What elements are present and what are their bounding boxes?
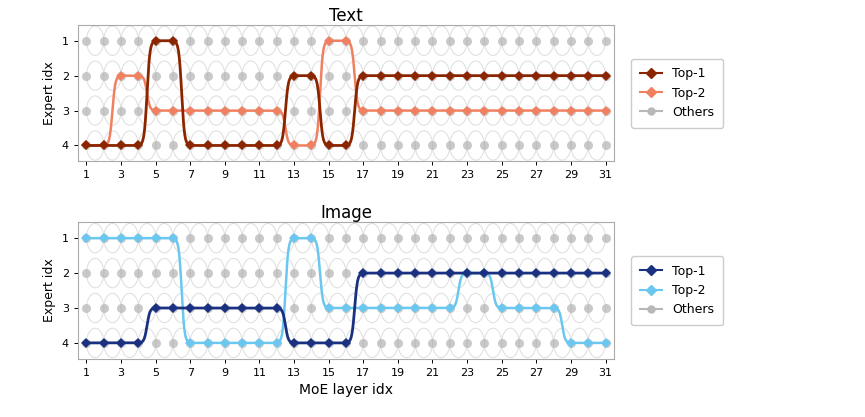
Y-axis label: Expert idx: Expert idx — [43, 259, 56, 322]
Y-axis label: Expert idx: Expert idx — [43, 61, 56, 125]
X-axis label: MoE layer idx: MoE layer idx — [299, 383, 393, 397]
Title: Image: Image — [320, 204, 372, 222]
Legend: Top-1, Top-2, Others: Top-1, Top-2, Others — [631, 256, 723, 325]
Legend: Top-1, Top-2, Others: Top-1, Top-2, Others — [631, 59, 723, 128]
Title: Text: Text — [329, 7, 363, 25]
